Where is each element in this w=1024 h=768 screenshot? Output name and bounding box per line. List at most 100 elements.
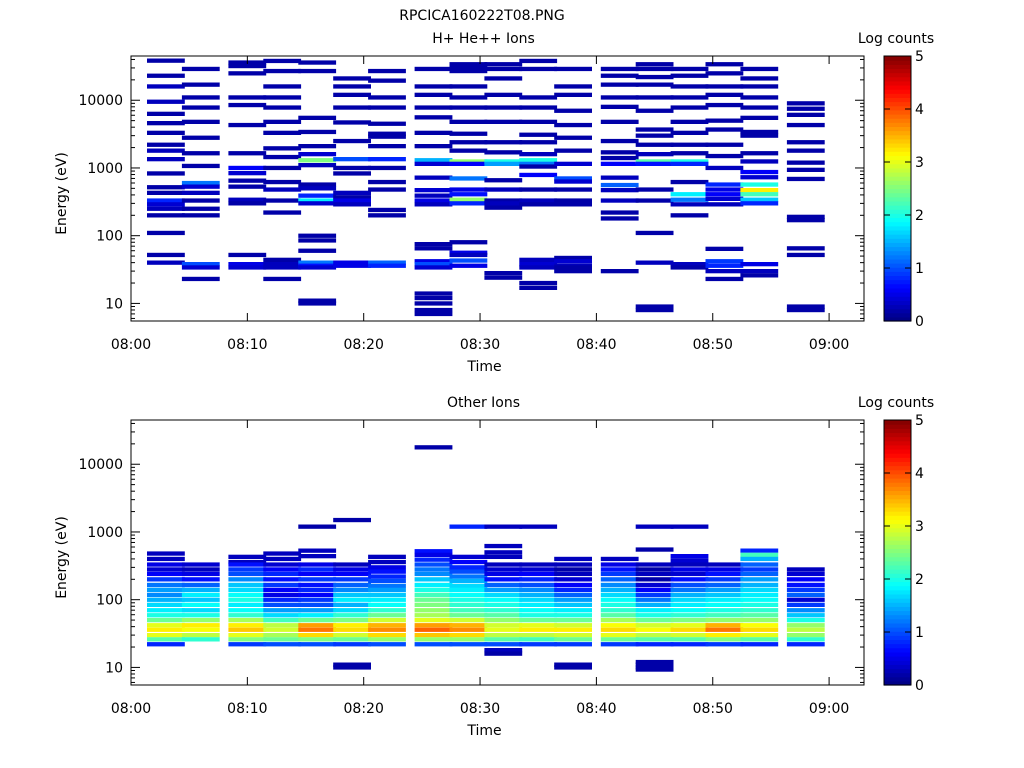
heatmap-cell bbox=[298, 115, 337, 120]
colorbar-step bbox=[884, 656, 911, 661]
heatmap-cell bbox=[263, 592, 302, 597]
heatmap-cell bbox=[635, 304, 674, 309]
heatmap-cell bbox=[670, 119, 709, 124]
heatmap-cell bbox=[147, 148, 185, 153]
heatmap-cell bbox=[228, 623, 267, 628]
heatmap-cell bbox=[228, 262, 267, 267]
colorbar-step bbox=[884, 80, 911, 86]
heatmap-cell bbox=[670, 73, 709, 78]
heatmap-cell bbox=[228, 559, 267, 565]
heatmap-cell bbox=[740, 577, 779, 582]
heatmap-cell bbox=[333, 623, 371, 628]
colorbar-step bbox=[884, 229, 911, 235]
heatmap-cell bbox=[368, 602, 406, 607]
heatmap-cell bbox=[263, 257, 302, 262]
heatmap-cell bbox=[600, 175, 639, 180]
heatmap-cell bbox=[368, 618, 406, 623]
heatmap-cell bbox=[519, 58, 558, 64]
heatmap-cell bbox=[635, 524, 674, 529]
heatmap-cell bbox=[368, 95, 406, 100]
heatmap-cell bbox=[705, 71, 744, 76]
colorbar-step bbox=[884, 519, 911, 525]
heatmap-cell bbox=[333, 577, 371, 582]
heatmap-cell bbox=[705, 92, 744, 97]
heatmap-cell bbox=[670, 587, 709, 592]
heatmap-cell bbox=[449, 140, 488, 145]
heatmap-cell bbox=[740, 188, 779, 193]
heatmap-cell bbox=[414, 618, 453, 623]
heatmap-cell bbox=[228, 577, 267, 582]
x-axis-label: Time bbox=[466, 359, 501, 375]
colorbar-frame bbox=[883, 419, 912, 686]
heatmap-cell bbox=[554, 556, 592, 562]
heatmap-cell bbox=[449, 201, 488, 206]
heatmap-cell bbox=[414, 567, 453, 572]
heatmap-cell bbox=[298, 608, 337, 613]
heatmap-cell bbox=[147, 623, 185, 628]
heatmap-cell bbox=[554, 623, 592, 628]
heatmap-cell bbox=[705, 597, 744, 602]
colorbar-step bbox=[884, 56, 911, 61]
heatmap-cell bbox=[705, 202, 744, 207]
heatmap-cell bbox=[786, 618, 825, 623]
heatmap-cell bbox=[263, 105, 302, 110]
heatmap-cell bbox=[740, 633, 779, 638]
colorbar-step bbox=[884, 147, 911, 152]
heatmap-cell bbox=[484, 592, 523, 597]
heatmap-cell bbox=[519, 623, 558, 628]
heatmap-cell bbox=[786, 122, 825, 128]
heatmap-cell bbox=[519, 198, 558, 203]
heatmap-cell bbox=[333, 602, 371, 607]
colorbar-step bbox=[884, 680, 911, 686]
heatmap-cell bbox=[484, 618, 523, 623]
heatmap-cell bbox=[333, 618, 371, 623]
colorbar-step bbox=[884, 461, 911, 467]
heatmap-cell bbox=[635, 562, 674, 567]
heatmap-cell bbox=[740, 66, 779, 72]
heatmap-cell bbox=[519, 577, 558, 582]
heatmap-cell bbox=[414, 571, 453, 577]
heatmap-cell bbox=[786, 304, 825, 309]
heatmap-cell bbox=[786, 214, 825, 219]
heatmap-cell bbox=[263, 179, 302, 185]
heatmap-cell bbox=[147, 213, 185, 218]
heatmap-cell bbox=[484, 597, 523, 602]
heatmap-cell bbox=[740, 571, 779, 577]
heatmap-cell bbox=[368, 131, 406, 136]
heatmap-cell bbox=[181, 135, 220, 140]
colorbar-step bbox=[884, 618, 911, 624]
heatmap-cell bbox=[263, 265, 302, 270]
heatmap-cell bbox=[414, 291, 453, 296]
colorbar-tick-label: 5 bbox=[915, 49, 924, 65]
heatmap-cell bbox=[181, 95, 220, 100]
heatmap-cell bbox=[263, 198, 302, 203]
heatmap-cell bbox=[600, 637, 639, 642]
heatmap-cell bbox=[368, 157, 406, 162]
heatmap-cell bbox=[181, 66, 220, 72]
heatmap-cell bbox=[519, 582, 558, 588]
heatmap-cell bbox=[484, 567, 523, 572]
heatmap-cell bbox=[298, 198, 337, 203]
colorbar-step bbox=[884, 515, 911, 520]
heatmap-cell bbox=[449, 583, 488, 588]
heatmap-cell bbox=[414, 557, 453, 562]
heatmap-cell bbox=[147, 190, 185, 195]
colorbar-step bbox=[884, 155, 911, 161]
heatmap-cell bbox=[670, 623, 709, 628]
heatmap-cell bbox=[670, 524, 709, 529]
heatmap-cell bbox=[635, 547, 674, 552]
heatmap-cell bbox=[484, 66, 523, 72]
heatmap-cell bbox=[368, 597, 406, 602]
heatmap-cell bbox=[740, 567, 779, 572]
heatmap-cell bbox=[635, 95, 674, 100]
colorbar-step bbox=[884, 664, 911, 670]
heatmap-cell bbox=[181, 105, 220, 110]
heatmap-cell bbox=[181, 597, 220, 602]
heatmap-cell bbox=[519, 66, 558, 72]
heatmap-cell bbox=[740, 76, 779, 81]
heatmap-cell bbox=[670, 577, 709, 582]
colorbar-step bbox=[884, 105, 911, 111]
colorbar-step bbox=[884, 238, 911, 243]
heatmap-cell bbox=[298, 129, 337, 135]
heatmap-cell bbox=[554, 176, 592, 181]
